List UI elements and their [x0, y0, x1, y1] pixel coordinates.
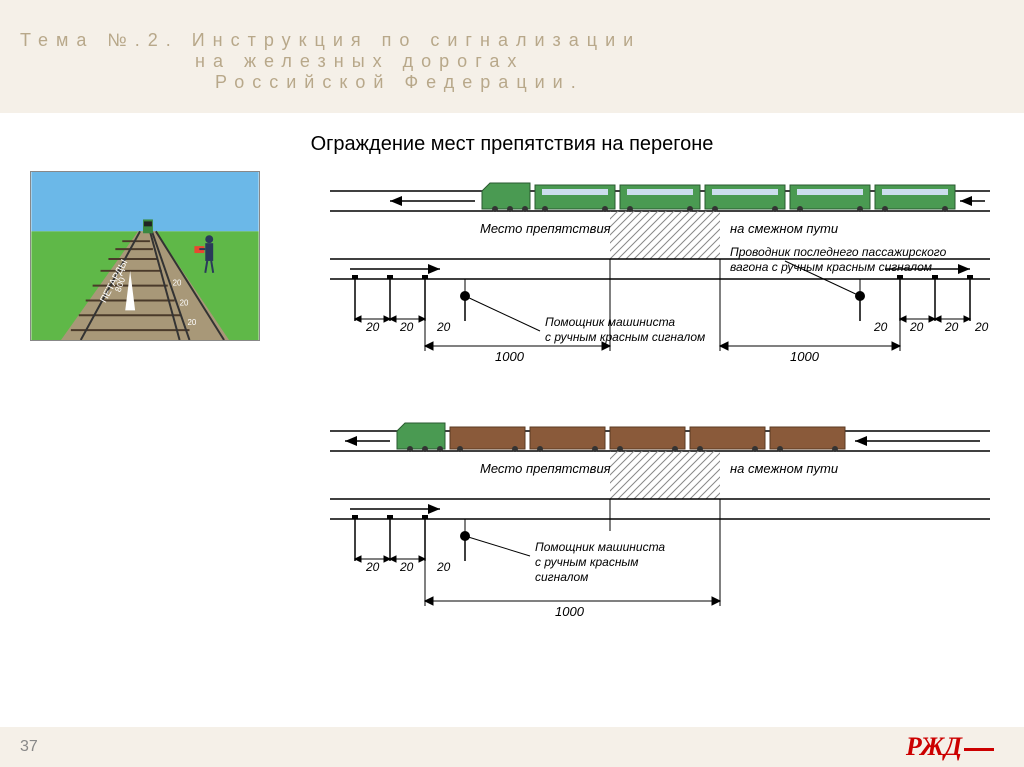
svg-text:20: 20 [944, 320, 959, 334]
header-line-2: на железных дорогах [20, 51, 1004, 72]
subtitle: Ограждение мест препятствия на перегоне [0, 113, 1024, 171]
svg-text:на смежном пути: на смежном пути [730, 461, 838, 476]
rzd-logo: РЖД [906, 732, 994, 762]
svg-text:20: 20 [180, 298, 189, 307]
diagram-2: Место препятствия на смежном пути [330, 411, 990, 626]
content: ПЕТАРДЫ 800 20 20 20 [0, 171, 1024, 626]
svg-text:20: 20 [436, 560, 451, 574]
svg-text:20: 20 [399, 320, 414, 334]
svg-text:20: 20 [974, 320, 989, 334]
svg-text:Место препятствия: Место препятствия [480, 461, 611, 476]
svg-text:20: 20 [365, 560, 380, 574]
svg-text:20: 20 [399, 560, 414, 574]
header-line-3: Российской Федерации. [20, 72, 1004, 93]
svg-text:20: 20 [187, 318, 196, 327]
svg-text:Помощник машиниста: Помощник машиниста [545, 315, 675, 329]
page-number: 37 [20, 738, 38, 756]
header: Тема №.2. Инструкция по сигнализации на … [0, 0, 1024, 113]
track-illustration: ПЕТАРДЫ 800 20 20 20 [30, 171, 260, 341]
svg-text:20: 20 [873, 320, 888, 334]
footer: 37 РЖД [0, 727, 1024, 767]
diagram-1: Место препятствия на смежном пути [330, 171, 990, 381]
passenger-train [482, 183, 955, 212]
svg-text:Помощник машиниста: Помощник машиниста [535, 540, 665, 554]
svg-text:1000: 1000 [790, 349, 820, 364]
svg-text:сигналом: сигналом [535, 570, 588, 584]
freight-train [397, 423, 845, 452]
svg-text:20: 20 [173, 279, 182, 288]
svg-text:20: 20 [436, 320, 451, 334]
svg-text:20: 20 [365, 320, 380, 334]
svg-text:20: 20 [909, 320, 924, 334]
header-line-1: Тема №.2. Инструкция по сигнализации [20, 30, 1004, 51]
svg-text:1000: 1000 [555, 604, 585, 619]
svg-text:Проводник последнего пассажирс: Проводник последнего пассажирского [730, 245, 947, 259]
svg-text:с ручным красным: с ручным красным [535, 555, 639, 569]
obstacle-label-right: на смежном пути [730, 221, 838, 236]
svg-text:1000: 1000 [495, 349, 525, 364]
svg-text:вагона с ручным красным сигнал: вагона с ручным красным сигналом [730, 260, 932, 274]
svg-text:с ручным красным сигналом: с ручным красным сигналом [545, 330, 705, 344]
obstacle-label-left: Место препятствия [480, 221, 611, 236]
